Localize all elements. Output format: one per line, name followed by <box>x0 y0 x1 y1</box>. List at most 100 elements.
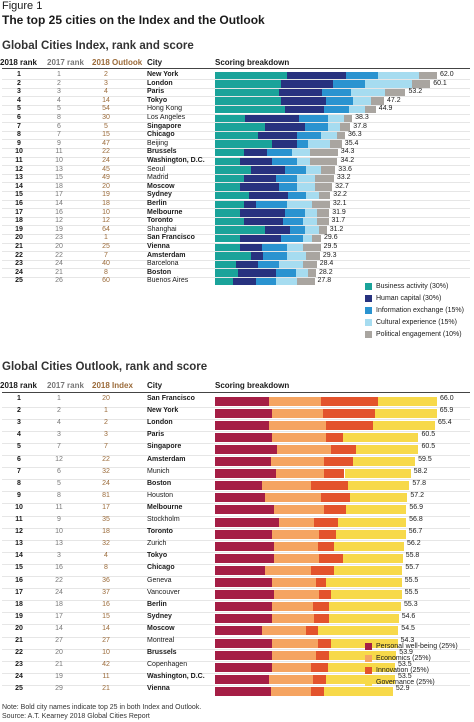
outlook-row-divider <box>2 600 470 602</box>
index-bar-segment-3 <box>326 97 353 105</box>
index-bar-segment-2 <box>245 114 300 122</box>
index-curr-rank-cell: 4 <box>104 88 108 96</box>
index-rank-cell: 12 <box>15 165 23 173</box>
outlook-score-label: 60.5 <box>421 431 436 439</box>
outlook-bar-segment-2 <box>268 420 326 430</box>
outlook-bar-segment-1 <box>215 674 269 684</box>
outlook-bar-segment-3 <box>320 493 350 503</box>
index-prev-rank-cell: 17 <box>55 191 63 199</box>
index-bar-segment-3 <box>333 80 366 88</box>
outlook-bar-segment-4 <box>334 541 405 551</box>
outlook-curr-rank-cell: 15 <box>102 612 110 620</box>
index-bar-segment-2 <box>240 183 280 191</box>
outlook-curr-rank-cell: 2 <box>104 419 108 427</box>
index-row-divider <box>2 147 470 149</box>
index-city-name: Berlin <box>147 200 167 207</box>
outlook-bar-segment-4 <box>329 602 401 612</box>
outlook-score-label: 54.3 <box>400 637 415 644</box>
outlook-bar-segment-1 <box>215 626 263 636</box>
outlook-bar-segment-1 <box>215 638 273 648</box>
index-score-label: 38.3 <box>355 114 369 121</box>
index-curr-rank-cell: 10 <box>102 208 110 216</box>
outlook-row-divider <box>2 636 470 638</box>
outlook-score-label: 66.0 <box>440 395 454 402</box>
index-rank-cell: 17 <box>15 208 23 216</box>
outlook-score-label: 53.9 <box>399 649 413 657</box>
outlook-prev-rank-cell: 13 <box>55 540 63 548</box>
index-bar-segment-3 <box>275 269 296 277</box>
outlook-curr-rank-cell: 3 <box>104 431 108 439</box>
index-chart-title: Global Cities Index, rank and score <box>2 40 194 52</box>
index-bar-segment-4 <box>295 269 309 277</box>
index-city-name: Washington, D.C. <box>147 157 205 164</box>
index-bar-segment-4 <box>286 200 312 208</box>
outlook-rank-cell: 16 <box>15 576 23 584</box>
outlook-city-name: London <box>147 419 173 427</box>
outlook-bar-segment-1 <box>215 529 273 539</box>
index-score-label: 32.7 <box>335 182 349 190</box>
index-rank-cell: 13 <box>15 174 23 182</box>
index-bar-segment-5 <box>318 192 331 200</box>
index-bar-segment-2 <box>281 80 334 88</box>
index-bar-segment-5 <box>311 235 321 243</box>
index-legend-swatch <box>365 295 372 302</box>
outlook-curr-rank-cell: 22 <box>102 455 110 463</box>
outlook-rank-cell: 10 <box>15 503 23 511</box>
outlook-bar-segment-4 <box>373 420 435 430</box>
index-prev-rank-cell: 16 <box>55 208 63 216</box>
outlook-bar-segment-1 <box>215 650 273 660</box>
index-bar-segment-2 <box>281 97 326 105</box>
index-bar-segment-2 <box>240 235 282 243</box>
outlook-bar-segment-1 <box>215 614 273 624</box>
outlook-bar-segment-2 <box>272 529 320 539</box>
index-city-name: Boston <box>147 268 172 276</box>
index-score-label: 28.2 <box>319 268 333 276</box>
index-bar-segment-3 <box>263 252 287 260</box>
outlook-bar-segment-2 <box>273 590 320 600</box>
index-bar-segment-1 <box>215 252 251 260</box>
index-bar-segment-5 <box>315 183 333 191</box>
index-city-name: Chicago <box>147 131 175 139</box>
index-row-divider <box>2 259 470 261</box>
outlook-bar-segment-4 <box>327 662 395 672</box>
outlook-prev-rank-cell: 22 <box>55 576 63 584</box>
outlook-curr-rank-cell: 11 <box>102 673 110 681</box>
index-bar-segment-2 <box>236 260 258 269</box>
outlook-bar-segment-3 <box>317 638 332 648</box>
index-row-divider <box>2 199 470 201</box>
index-rank-cell: 22 <box>15 251 23 259</box>
index-city-name: Sydney <box>147 191 172 199</box>
outlook-bar-segment-1 <box>215 590 274 600</box>
index-row-divider <box>2 96 470 98</box>
outlook-prev-rank-cell: 10 <box>55 528 63 536</box>
outlook-bar-segment-4 <box>329 650 397 660</box>
index-curr-rank-cell: 30 <box>102 114 110 121</box>
outlook-row-divider <box>2 479 470 481</box>
index-curr-rank-cell: 3 <box>104 79 108 87</box>
outlook-col-header-rank: 2018 rank <box>0 381 37 390</box>
outlook-curr-rank-cell: 27 <box>102 637 110 644</box>
index-bar-segment-1 <box>215 217 244 226</box>
outlook-rank-cell: 3 <box>17 419 21 427</box>
outlook-bar-segment-4 <box>347 481 410 491</box>
index-rank-cell: 7 <box>17 122 21 130</box>
index-curr-rank-cell: 5 <box>104 122 108 130</box>
outlook-rank-cell: 5 <box>17 443 21 451</box>
index-bar-segment-1 <box>215 166 251 174</box>
outlook-bar-segment-2 <box>265 565 311 575</box>
outlook-bar-segment-2 <box>275 469 325 479</box>
index-city-name: Beijing <box>147 139 169 147</box>
outlook-bar-segment-1 <box>215 481 263 491</box>
index-bar-segment-5 <box>370 97 384 105</box>
index-row-divider <box>2 251 470 253</box>
outlook-curr-rank-cell: 20 <box>102 395 110 402</box>
outlook-rank-cell: 7 <box>17 467 21 475</box>
index-bar-segment-3 <box>281 235 303 243</box>
index-bar-segment-4 <box>297 183 316 191</box>
index-legend-swatch <box>365 307 372 314</box>
index-bar-segment-3 <box>290 226 305 234</box>
outlook-row-divider <box>2 539 470 541</box>
outlook-col-header-breakdown: Scoring breakdown <box>215 381 290 390</box>
outlook-bar-segment-1 <box>215 686 271 696</box>
outlook-score-label: 52.9 <box>395 685 410 693</box>
